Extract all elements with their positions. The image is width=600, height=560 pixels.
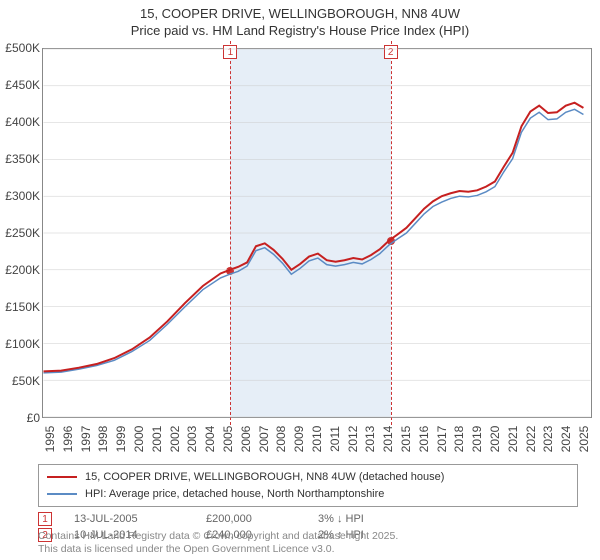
chart-lines bbox=[43, 49, 591, 417]
x-axis-label: 2019 bbox=[470, 425, 484, 452]
sale-marker-box: 1 bbox=[38, 512, 52, 526]
legend-row-red: 15, COOPER DRIVE, WELLINGBOROUGH, NN8 4U… bbox=[47, 469, 569, 486]
legend-swatch-blue bbox=[47, 493, 77, 495]
x-axis-label: 2003 bbox=[185, 425, 199, 452]
x-axis-label: 2021 bbox=[506, 425, 520, 452]
sales-row: 1 13-JUL-2005 £200,000 3% ↓ HPI bbox=[38, 511, 578, 527]
x-axis-label: 2016 bbox=[417, 425, 431, 452]
y-axis-label: £200K bbox=[5, 263, 40, 277]
x-axis-label: 1997 bbox=[79, 425, 93, 452]
x-axis-label: 2020 bbox=[488, 425, 502, 452]
x-axis-label: 2013 bbox=[363, 425, 377, 452]
x-axis-label: 1998 bbox=[96, 425, 110, 452]
x-axis-label: 2009 bbox=[292, 425, 306, 452]
x-axis-label: 1999 bbox=[114, 425, 128, 452]
y-axis-label: £400K bbox=[5, 115, 40, 129]
legend-label-red: 15, COOPER DRIVE, WELLINGBOROUGH, NN8 4U… bbox=[85, 469, 444, 486]
legend-label-blue: HPI: Average price, detached house, Nort… bbox=[85, 486, 384, 503]
x-axis-label: 2018 bbox=[452, 425, 466, 452]
y-axis-label: £150K bbox=[5, 300, 40, 314]
x-axis-label: 2004 bbox=[203, 425, 217, 452]
y-axis-label: £250K bbox=[5, 226, 40, 240]
legend-row-blue: HPI: Average price, detached house, Nort… bbox=[47, 486, 569, 503]
x-axis-label: 2000 bbox=[132, 425, 146, 452]
x-axis-label: 2008 bbox=[274, 425, 288, 452]
x-axis-label: 2001 bbox=[150, 425, 164, 452]
footer: Contains HM Land Registry data © Crown c… bbox=[38, 530, 398, 557]
x-axis-label: 2015 bbox=[399, 425, 413, 452]
x-axis-label: 2007 bbox=[257, 425, 271, 452]
x-axis-label: 1996 bbox=[61, 425, 75, 452]
y-axis-label: £50K bbox=[12, 374, 40, 388]
legend-box: 15, COOPER DRIVE, WELLINGBOROUGH, NN8 4U… bbox=[38, 464, 578, 507]
x-axis-label: 2002 bbox=[168, 425, 182, 452]
x-axis-label: 1995 bbox=[43, 425, 57, 452]
title-line-1: 15, COOPER DRIVE, WELLINGBOROUGH, NN8 4U… bbox=[0, 6, 600, 23]
x-axis-label: 2011 bbox=[328, 426, 342, 452]
x-axis-label: 2025 bbox=[577, 425, 591, 452]
x-axis-label: 2023 bbox=[541, 425, 555, 452]
footer-line-2: This data is licensed under the Open Gov… bbox=[38, 543, 398, 557]
y-axis-label: £300K bbox=[5, 189, 40, 203]
x-axis-label: 2012 bbox=[346, 425, 360, 452]
x-axis-label: 2005 bbox=[221, 425, 235, 452]
x-axis-label: 2014 bbox=[381, 425, 395, 452]
chart-title: 15, COOPER DRIVE, WELLINGBOROUGH, NN8 4U… bbox=[0, 0, 600, 42]
x-axis-label: 2022 bbox=[524, 425, 538, 452]
y-axis-label: £100K bbox=[5, 337, 40, 351]
sale-delta: 3% ↓ HPI bbox=[318, 513, 364, 525]
x-axis-label: 2024 bbox=[559, 425, 573, 452]
y-axis-label: £450K bbox=[5, 78, 40, 92]
footer-line-1: Contains HM Land Registry data © Crown c… bbox=[38, 530, 398, 544]
legend-swatch-red bbox=[47, 476, 77, 478]
x-axis-label: 2017 bbox=[435, 425, 449, 452]
y-axis-label: £0 bbox=[27, 411, 40, 425]
chart-plot-area: 1995199619971998199920002001200220032004… bbox=[42, 48, 592, 418]
sale-date: 13-JUL-2005 bbox=[74, 513, 184, 525]
sale-price: £200,000 bbox=[206, 513, 296, 525]
x-axis-label: 2010 bbox=[310, 425, 324, 452]
title-line-2: Price paid vs. HM Land Registry's House … bbox=[0, 23, 600, 40]
x-axis-label: 2006 bbox=[239, 425, 253, 452]
y-axis-label: £500K bbox=[5, 41, 40, 55]
y-axis-label: £350K bbox=[5, 152, 40, 166]
